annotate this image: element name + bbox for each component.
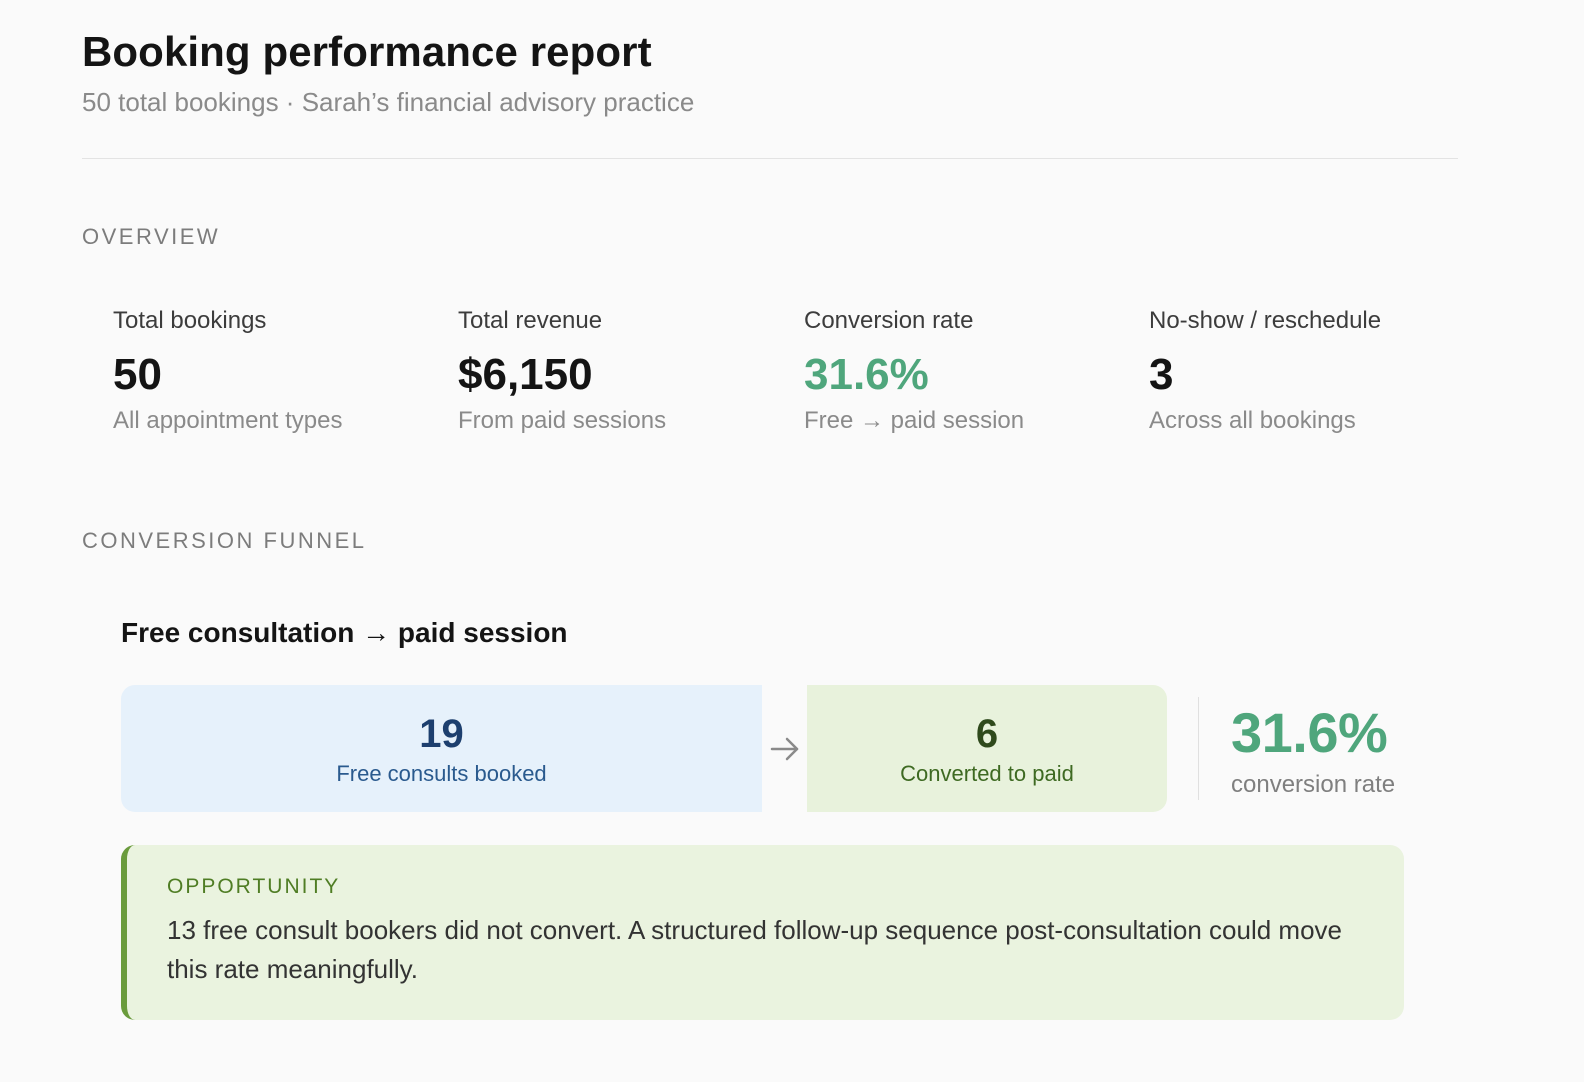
page-subtitle: 50 total bookings · Sarah’s financial ad…: [82, 87, 695, 117]
stage-label: Converted to paid: [900, 761, 1074, 786]
funnel-separator: [1198, 697, 1199, 800]
metric-no-show-reschedule: No-show / reschedule 3 Across all bookin…: [1149, 305, 1479, 437]
funnel-section-label: CONVERSION FUNNEL: [82, 528, 367, 553]
metric-total-revenue: Total revenue $6,150 From paid sessions: [458, 305, 788, 437]
funnel-rate-value: 31.6%: [1231, 701, 1388, 764]
metric-value: 50: [113, 350, 162, 399]
metric-label: Conversion rate: [804, 307, 974, 334]
metric-value: 3: [1149, 350, 1174, 399]
metric-total-bookings: Total bookings 50 All appointment types: [113, 305, 443, 437]
opportunity-text: 13 free consult bookers did not convert.…: [167, 915, 1343, 984]
metric-conversion-rate: Conversion rate 31.6% Free → paid sessio…: [804, 305, 1134, 437]
funnel-rate-label: conversion rate: [1231, 771, 1396, 798]
funnel-stage-converted: 6 Converted to paid: [807, 685, 1167, 812]
stage-label: Free consults booked: [336, 761, 547, 786]
funnel-title: Free consultation → paid session: [121, 617, 568, 648]
opportunity-callout: OPPORTUNITY 13 free consult bookers did …: [121, 845, 1404, 1020]
stage-count: 6: [975, 712, 999, 756]
metric-note: Across all bookings: [1149, 407, 1356, 434]
metric-note: All appointment types: [113, 407, 343, 434]
overview-section-label: OVERVIEW: [82, 224, 221, 249]
stage-count: 19: [419, 712, 464, 756]
header-divider: [82, 158, 1458, 159]
metric-value: 31.6%: [804, 350, 929, 399]
metric-label: Total bookings: [113, 307, 267, 334]
metric-label: Total revenue: [458, 307, 603, 334]
metric-note: Free → paid session: [804, 407, 1025, 434]
metric-note: From paid sessions: [458, 407, 667, 434]
funnel-stage-free-consults: 19 Free consults booked: [121, 685, 762, 812]
metric-label: No-show / reschedule: [1149, 307, 1382, 334]
metric-value: $6,150: [458, 350, 593, 399]
page-title: Booking performance report: [82, 28, 652, 75]
arrow-right-icon: [770, 737, 799, 761]
opportunity-label: OPPORTUNITY: [167, 875, 341, 898]
